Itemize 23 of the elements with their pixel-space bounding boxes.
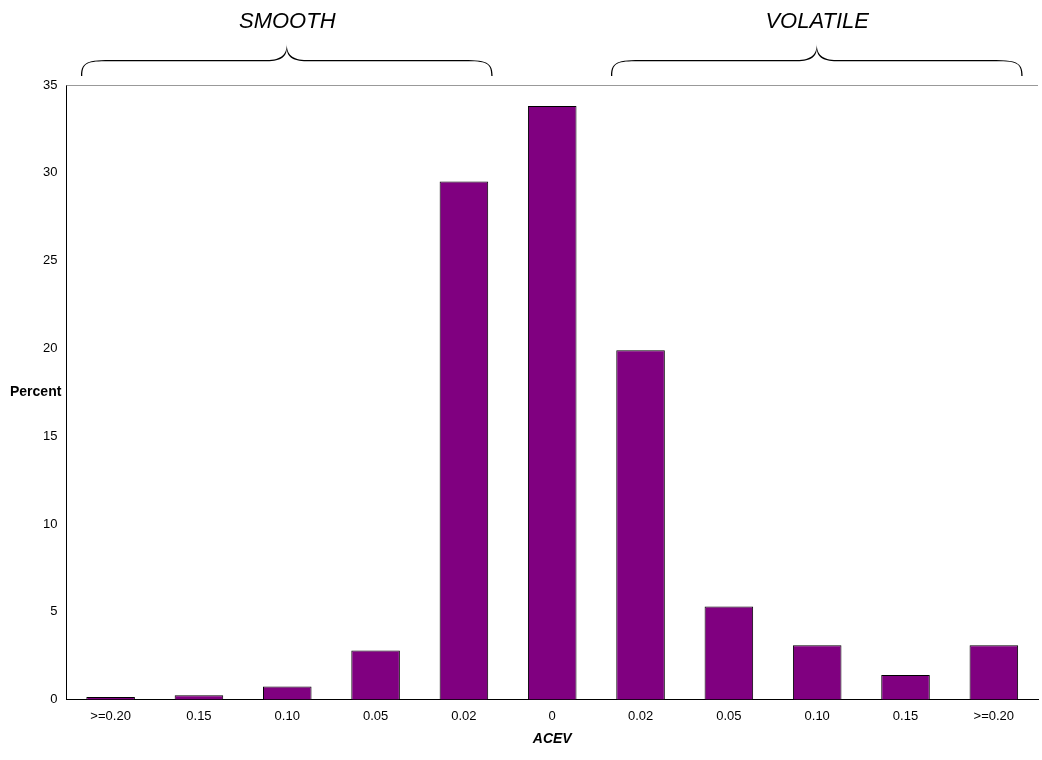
x-tick-label: 0.05 — [716, 707, 742, 723]
x-tick-label: >=0.20 — [973, 707, 1015, 723]
text: SMOOTH — [238, 8, 336, 34]
y-tick-label: 5 — [50, 603, 58, 619]
x-tick-label: 0.02 — [451, 707, 477, 723]
y-tick-label: 25 — [42, 252, 58, 268]
x-axis-title: ACEV — [531, 730, 574, 747]
y-tick-label: 30 — [42, 164, 58, 180]
x-tick-label: 0.10 — [804, 707, 830, 723]
y-tick-label: 0 — [50, 691, 58, 707]
x-tick-label: 0.02 — [627, 707, 654, 723]
x-tick-label: 0.15 — [186, 707, 212, 723]
x-tick-label: 0.10 — [274, 707, 300, 723]
y-axis-title: Percent — [10, 383, 62, 400]
y-tick-label: 35 — [42, 76, 58, 92]
y-tick-label: 10 — [42, 515, 58, 531]
x-tick-label: 0.05 — [362, 707, 389, 723]
y-tick-label: 15 — [42, 427, 58, 443]
x-tick-label: 0 — [548, 707, 556, 723]
x-tick-label: 0.15 — [892, 707, 919, 723]
x-tick-label: >=0.20 — [90, 707, 131, 723]
y-tick-label: 20 — [42, 339, 58, 355]
text: VOLATILE — [765, 8, 869, 34]
